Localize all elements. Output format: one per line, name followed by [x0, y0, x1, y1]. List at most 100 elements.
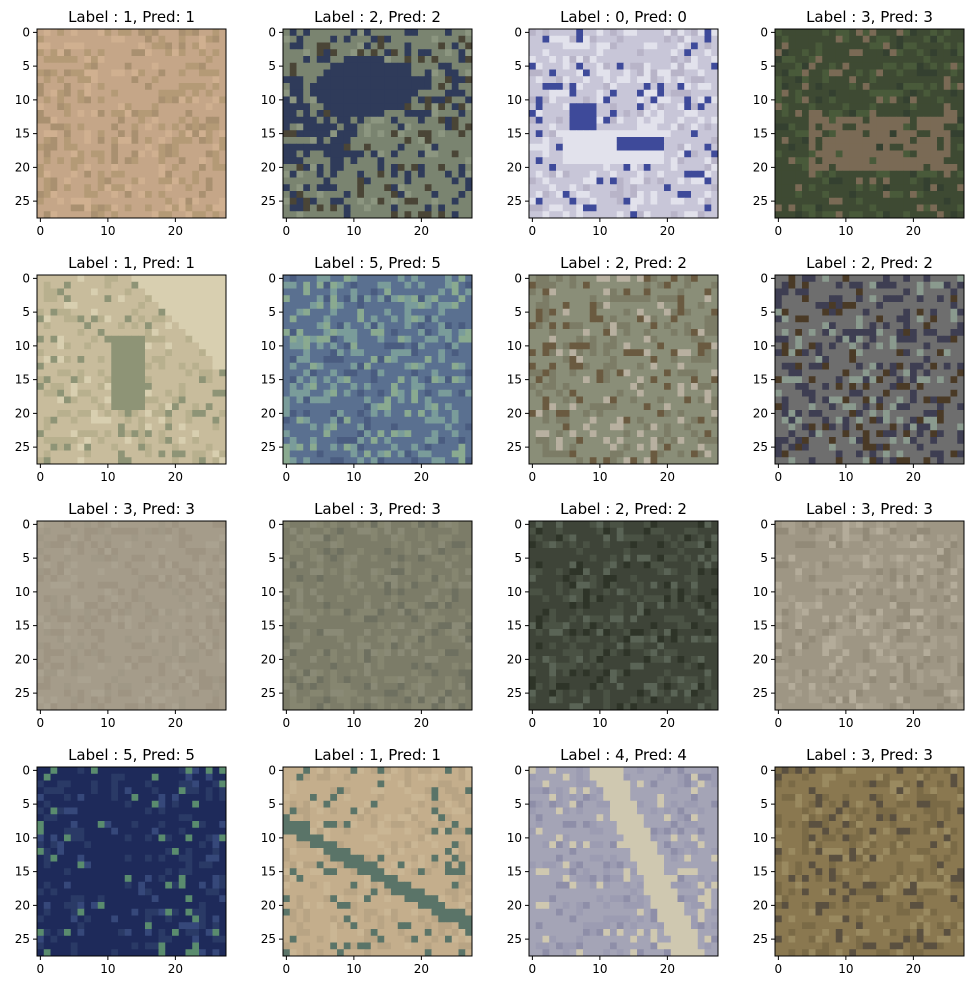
image-pixel: [664, 288, 672, 296]
image-pixel: [205, 204, 213, 212]
image-pixel: [350, 191, 358, 199]
image-pixel: [64, 150, 72, 158]
image-pixel: [219, 69, 227, 77]
image-pixel: [856, 197, 864, 205]
image-pixel: [131, 342, 139, 350]
image-pixel: [145, 89, 153, 97]
image-pixel: [70, 157, 78, 165]
image-pixel: [50, 275, 58, 283]
image-pixel: [445, 35, 453, 43]
image-pixel: [445, 362, 453, 370]
image-pixel: [556, 42, 564, 50]
image-pixel: [391, 130, 399, 138]
image-pixel: [199, 335, 207, 343]
image-pixel: [411, 164, 419, 172]
image-pixel: [199, 450, 207, 458]
image-pixel: [97, 76, 105, 84]
image-pixel: [802, 197, 810, 205]
image-pixel: [310, 383, 318, 391]
image-pixel: [131, 137, 139, 145]
image-pixel: [145, 76, 153, 84]
image-pixel: [37, 56, 45, 64]
image-pixel: [357, 389, 365, 397]
image-pixel: [923, 130, 931, 138]
image-pixel: [37, 443, 45, 451]
image-pixel: [310, 116, 318, 124]
image-pixel: [212, 170, 220, 178]
image-pixel: [815, 170, 823, 178]
image-pixel: [97, 288, 105, 296]
image-pixel: [529, 275, 537, 283]
image-pixel: [603, 211, 611, 219]
image-pixel: [384, 416, 392, 424]
image-pixel: [165, 295, 173, 303]
image-pixel: [431, 457, 439, 465]
image-pixel: [337, 329, 345, 337]
image-pixel: [670, 130, 678, 138]
image-pixel: [323, 457, 331, 465]
image-pixel: [219, 369, 227, 377]
image-pixel: [104, 170, 112, 178]
image-pixel: [903, 170, 911, 178]
image-pixel: [404, 110, 412, 118]
image-pixel: [111, 157, 119, 165]
image-pixel: [70, 308, 78, 316]
image-pixel: [212, 315, 220, 323]
image-pixel: [158, 423, 166, 431]
image-pixel: [458, 170, 466, 178]
image-pixel: [424, 383, 432, 391]
image-pixel: [97, 342, 105, 350]
image-pixel: [283, 29, 291, 37]
image-pixel: [330, 116, 338, 124]
image-pixel: [650, 275, 658, 283]
image-pixel: [330, 211, 338, 219]
image-pixel: [664, 116, 672, 124]
image-pixel: [77, 302, 85, 310]
image-pixel: [199, 89, 207, 97]
image-pixel: [815, 123, 823, 131]
image-pixel: [145, 342, 153, 350]
image-pixel: [684, 89, 692, 97]
image-pixel: [397, 35, 405, 43]
image-pixel: [930, 89, 938, 97]
image-pixel: [178, 49, 186, 57]
image-pixel: [370, 123, 378, 131]
image-pixel: [465, 69, 473, 77]
y-tick-label: 10: [261, 93, 276, 107]
image-pixel: [418, 130, 426, 138]
image-pixel: [391, 69, 399, 77]
image-pixel: [556, 89, 564, 97]
image-pixel: [178, 329, 186, 337]
image-pixel: [77, 275, 85, 283]
image-pixel: [384, 35, 392, 43]
image-pixel: [37, 89, 45, 97]
image-pixel: [465, 403, 473, 411]
image-pixel: [775, 116, 783, 124]
image-pixel: [104, 383, 112, 391]
image-pixel: [862, 103, 870, 111]
image-pixel: [630, 69, 638, 77]
image-pixel: [930, 123, 938, 131]
image-pixel: [835, 69, 843, 77]
image-pixel: [562, 83, 570, 91]
image-pixel: [391, 56, 399, 64]
image-pixel: [219, 164, 227, 172]
image-pixel: [849, 170, 857, 178]
image-pixel: [808, 177, 816, 185]
image-pixel: [350, 396, 358, 404]
image-pixel: [205, 35, 213, 43]
image-pixel: [451, 430, 459, 438]
image-pixel: [370, 197, 378, 205]
image-pixel: [384, 157, 392, 165]
image-pixel: [562, 89, 570, 97]
image-pixel: [77, 103, 85, 111]
image-pixel: [111, 396, 119, 404]
image-pixel: [856, 35, 864, 43]
image-pixel: [219, 177, 227, 185]
image-pixel: [418, 116, 426, 124]
image-pixel: [283, 396, 291, 404]
image-pixel: [883, 143, 891, 151]
image-pixel: [377, 356, 385, 364]
image-pixel: [431, 130, 439, 138]
image-pixel: [57, 137, 65, 145]
